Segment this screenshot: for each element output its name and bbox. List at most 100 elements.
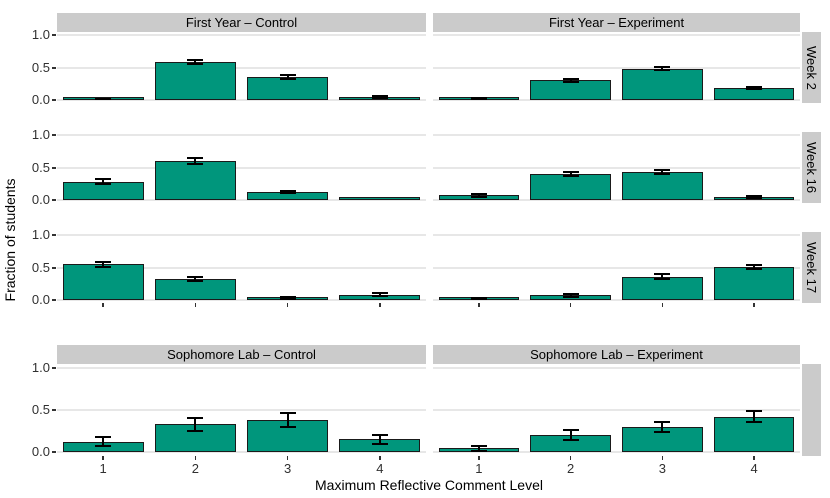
error-bar-cap-top xyxy=(562,429,579,432)
facet-column-strip: Sophomore Lab – Experiment xyxy=(433,345,800,364)
gridline xyxy=(57,450,426,453)
error-bar-cap-bottom xyxy=(95,445,112,448)
error-bar-cap-bottom xyxy=(187,429,204,432)
x-axis-tick xyxy=(661,303,664,307)
x-axis-tick xyxy=(478,303,480,307)
panel xyxy=(433,364,800,456)
facet-row-strip: Week 17 xyxy=(802,232,821,303)
error-bar xyxy=(194,158,197,164)
error-bar-cap-top xyxy=(95,178,112,181)
bar xyxy=(154,62,236,100)
error-bar xyxy=(194,276,197,282)
error-bar-cap-bottom xyxy=(95,182,112,185)
gridline xyxy=(57,298,426,301)
error-bar-cap-bottom xyxy=(562,175,579,178)
error-bar-cap-bottom xyxy=(187,63,204,66)
error-bar xyxy=(569,79,572,82)
gridline xyxy=(433,198,800,201)
error-bar-cap-bottom xyxy=(95,265,112,268)
y-axis-tick-label: 0.0 xyxy=(31,191,50,207)
y-axis-tick xyxy=(52,450,56,453)
error-bar-cap-bottom xyxy=(562,295,579,298)
error-bar-cap-bottom xyxy=(654,69,671,72)
error-bar-cap-top xyxy=(562,292,579,295)
error-bar-cap-bottom xyxy=(746,88,763,91)
error-bar xyxy=(753,411,756,423)
gridline xyxy=(57,34,426,37)
x-axis-tick xyxy=(194,303,197,307)
x-axis-tick-label: 2 xyxy=(567,461,575,476)
facet-column-strip: Sophomore Lab – Control xyxy=(57,345,426,364)
error-bar-cap-top xyxy=(470,296,487,299)
error-bar xyxy=(477,193,480,197)
x-axis-tick xyxy=(753,456,755,460)
error-bar-cap-top xyxy=(279,295,296,298)
gridline xyxy=(57,234,426,237)
error-bar-cap-bottom xyxy=(470,298,487,301)
error-bar xyxy=(569,293,572,297)
x-axis-tick-label: 1 xyxy=(99,461,107,476)
y-axis-tick xyxy=(52,234,56,237)
panel xyxy=(57,232,426,303)
x-axis-tick xyxy=(102,456,104,460)
y-axis-tick-label: 1.0 xyxy=(31,27,50,43)
bar xyxy=(247,77,329,100)
x-axis-tick-label: 4 xyxy=(750,461,758,476)
error-bar-cap-bottom xyxy=(95,98,112,101)
bar xyxy=(713,266,795,300)
error-bar xyxy=(661,274,664,279)
x-axis-tick xyxy=(569,303,572,307)
error-bar-cap-top xyxy=(654,66,671,69)
error-bar-cap-top xyxy=(562,78,579,81)
x-axis-tick-label: 3 xyxy=(284,461,292,476)
y-axis-tick-label: 0.5 xyxy=(31,402,50,417)
x-axis-tick-label: 4 xyxy=(376,461,384,476)
gridline xyxy=(57,66,426,69)
bar xyxy=(530,80,611,100)
gridline xyxy=(433,298,800,301)
y-axis-tick-label: 0.0 xyxy=(31,291,50,307)
error-bar-cap-top xyxy=(746,263,763,266)
gridline xyxy=(57,367,426,370)
bar xyxy=(154,161,236,200)
error-bar-cap-top xyxy=(470,192,487,195)
error-bar-cap-bottom xyxy=(279,192,296,195)
error-bar-cap-bottom xyxy=(470,449,487,452)
error-bar-cap-bottom xyxy=(187,162,204,165)
error-bar xyxy=(661,170,664,174)
error-bar-cap-bottom xyxy=(279,297,296,300)
x-axis-tick xyxy=(286,303,289,307)
error-bar-cap-top xyxy=(371,433,388,436)
error-bar xyxy=(286,75,289,80)
x-axis-tick xyxy=(661,456,664,460)
error-bar-cap-bottom xyxy=(470,195,487,198)
y-axis-tick-label: 1.0 xyxy=(31,227,50,243)
x-axis-title: Maximum Reflective Comment Level xyxy=(315,477,543,493)
error-bar-cap-top xyxy=(279,74,296,77)
error-bar-cap-top xyxy=(279,412,296,415)
error-bar-cap-top xyxy=(470,444,487,447)
error-bar-cap-bottom xyxy=(371,442,388,445)
panel xyxy=(433,132,800,203)
error-bar-cap-bottom xyxy=(562,438,579,441)
error-bar xyxy=(477,445,480,451)
error-bar-cap-top xyxy=(371,291,388,294)
panel xyxy=(57,32,426,103)
error-bar-cap-top xyxy=(562,170,579,173)
gridline xyxy=(433,98,800,101)
error-bar xyxy=(569,430,572,440)
bar xyxy=(339,197,421,200)
error-bar-cap-top xyxy=(654,169,671,172)
bar xyxy=(622,172,703,200)
y-axis-tick-label: 1.0 xyxy=(31,360,50,376)
error-bar xyxy=(194,60,197,65)
panel xyxy=(57,364,426,456)
error-bar-cap-top xyxy=(746,410,763,413)
error-bar-cap-top xyxy=(746,194,763,197)
error-bar-cap-top xyxy=(470,96,487,99)
gridline xyxy=(433,234,800,237)
gridline xyxy=(433,367,800,370)
panel xyxy=(433,232,800,303)
